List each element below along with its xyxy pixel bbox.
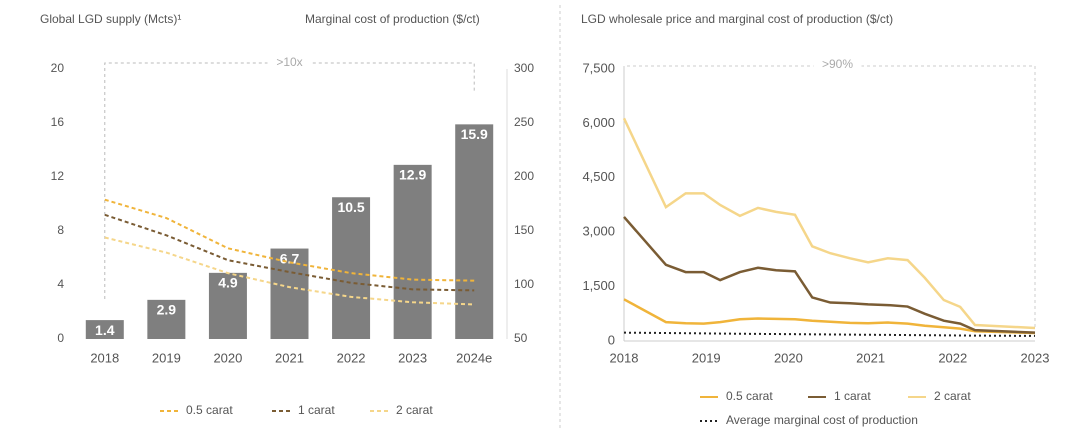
bar-value-label: 6.7: [280, 250, 300, 266]
x-tick-label: 2020: [213, 350, 242, 365]
legend-label: 1 carat: [298, 403, 335, 417]
x-tick-label: 2020: [774, 350, 803, 365]
y2-tick-label: 250: [514, 115, 534, 129]
y2-tick-label: 100: [514, 277, 534, 291]
y-tick-label: 6,000: [582, 115, 615, 130]
cost-line: [104, 236, 475, 306]
y-tick-label: 8: [57, 223, 64, 237]
cost-line: [104, 198, 475, 282]
bar: [455, 124, 494, 339]
x-tick-label: 2024e: [456, 350, 492, 365]
x-tick-label: 2022: [337, 350, 366, 365]
bar-value-label: 1.4: [95, 322, 115, 338]
cost-line: [104, 213, 475, 292]
legend-label: 0.5 carat: [726, 389, 773, 403]
x-tick-label: 2021: [856, 350, 885, 365]
x-tick-label: 2023: [398, 350, 427, 365]
annotation: >10x: [276, 55, 302, 69]
bar: [332, 197, 371, 339]
y-tick-label: 4,500: [582, 169, 615, 184]
y2-title: Marginal cost of production ($/ct): [305, 12, 480, 26]
price-line: [622, 117, 1036, 330]
y2-tick-label: 50: [514, 331, 528, 345]
bar-value-label: 2.9: [157, 302, 177, 318]
legend-label: 1 carat: [834, 389, 871, 403]
price-line: [623, 298, 1036, 335]
y-tick-label: 16: [51, 115, 65, 129]
legend-label: Average marginal cost of production: [726, 413, 918, 427]
bar: [270, 248, 309, 339]
y-tick-label: 0: [608, 332, 615, 347]
x-tick-label: 2022: [938, 350, 967, 365]
legend-label: 2 carat: [396, 403, 433, 417]
x-tick-label: 2021: [275, 350, 304, 365]
bar: [208, 272, 247, 339]
y-tick-label: 0: [57, 331, 64, 345]
annotation: >90%: [822, 57, 853, 71]
annotation-bracket: [623, 65, 1036, 330]
price-line: [623, 216, 1036, 334]
y2-tick-label: 200: [514, 169, 534, 183]
x-tick-label: 2023: [1021, 350, 1050, 365]
y-tick-label: 12: [51, 169, 65, 183]
y2-tick-label: 150: [514, 223, 534, 237]
x-tick-label: 2019: [152, 350, 181, 365]
chart-title: Global LGD supply (Mcts)¹: [40, 12, 181, 26]
y-tick-label: 20: [51, 61, 65, 75]
price-line: [623, 331, 1036, 337]
bar: [393, 164, 432, 339]
x-tick-label: 2018: [610, 350, 639, 365]
bar-value-label: 12.9: [399, 167, 426, 183]
x-tick-label: 2018: [90, 350, 119, 365]
annotation-bg: [267, 56, 312, 70]
y2-tick-label: 300: [514, 61, 534, 75]
bar: [85, 320, 124, 339]
bar-value-label: 4.9: [218, 275, 238, 291]
y-tick-label: 1,500: [582, 278, 615, 293]
legend-label: 2 carat: [934, 389, 971, 403]
annotation-bg: [813, 58, 862, 72]
y-tick-label: 4: [57, 277, 64, 291]
x-tick-label: 2019: [692, 350, 721, 365]
y-tick-label: 3,000: [582, 224, 615, 239]
bar-value-label: 15.9: [461, 126, 488, 142]
legend-label: 0.5 carat: [186, 403, 233, 417]
chart-title: LGD wholesale price and marginal cost of…: [581, 12, 893, 26]
bar-value-label: 10.5: [337, 199, 364, 215]
bar: [147, 299, 186, 339]
y-tick-label: 7,500: [582, 60, 615, 75]
